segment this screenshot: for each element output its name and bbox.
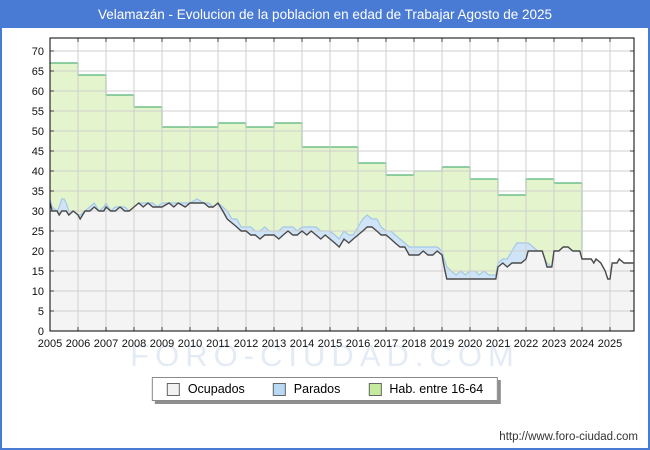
svg-text:2017: 2017 — [374, 338, 398, 350]
svg-text:2014: 2014 — [290, 338, 314, 350]
svg-text:20: 20 — [32, 246, 44, 258]
svg-text:2022: 2022 — [514, 338, 538, 350]
svg-text:25: 25 — [32, 226, 44, 238]
svg-text:60: 60 — [32, 86, 44, 98]
legend-item-ocupados: Ocupados — [166, 382, 245, 396]
svg-text:65: 65 — [32, 66, 44, 78]
svg-text:2015: 2015 — [318, 338, 342, 350]
legend-label-hab: Hab. entre 16-64 — [389, 382, 484, 396]
svg-text:2012: 2012 — [234, 338, 258, 350]
svg-text:2020: 2020 — [458, 338, 482, 350]
svg-text:35: 35 — [32, 186, 44, 198]
svg-text:55: 55 — [32, 106, 44, 118]
legend-label-ocupados: Ocupados — [187, 382, 245, 396]
page-title: Velamazán - Evolucion de la poblacion en… — [2, 2, 648, 28]
hab-swatch-icon — [368, 382, 382, 396]
ocupados-swatch-icon — [166, 382, 180, 396]
svg-text:40: 40 — [32, 166, 44, 178]
svg-text:5: 5 — [38, 306, 44, 318]
svg-text:2019: 2019 — [430, 338, 454, 350]
parados-swatch-icon — [272, 382, 286, 396]
legend: Ocupados Parados Hab. entre 16-64 — [151, 377, 499, 401]
svg-text:15: 15 — [32, 266, 44, 278]
svg-text:2006: 2006 — [66, 338, 90, 350]
legend-item-parados: Parados — [272, 382, 341, 396]
svg-text:2013: 2013 — [262, 338, 286, 350]
watermark: FORO-CIUDAD.COM — [130, 338, 520, 373]
svg-text:50: 50 — [32, 126, 44, 138]
svg-text:30: 30 — [32, 206, 44, 218]
svg-text:45: 45 — [32, 146, 44, 158]
svg-text:10: 10 — [32, 286, 44, 298]
legend-item-hab: Hab. entre 16-64 — [368, 382, 483, 396]
svg-text:2005: 2005 — [38, 338, 62, 350]
svg-text:0: 0 — [38, 326, 44, 338]
svg-text:2010: 2010 — [178, 338, 202, 350]
footer-url: http://www.foro-ciudad.com — [499, 431, 638, 443]
svg-text:2007: 2007 — [94, 338, 118, 350]
svg-text:2025: 2025 — [598, 338, 622, 350]
legend-label-parados: Parados — [293, 382, 341, 396]
svg-text:2009: 2009 — [150, 338, 174, 350]
svg-text:2008: 2008 — [122, 338, 146, 350]
svg-text:70: 70 — [32, 46, 44, 58]
svg-text:2023: 2023 — [542, 338, 566, 350]
svg-text:2018: 2018 — [402, 338, 426, 350]
svg-text:2011: 2011 — [206, 338, 230, 350]
svg-text:2024: 2024 — [570, 338, 594, 350]
svg-text:2021: 2021 — [486, 338, 510, 350]
svg-text:2016: 2016 — [346, 338, 370, 350]
